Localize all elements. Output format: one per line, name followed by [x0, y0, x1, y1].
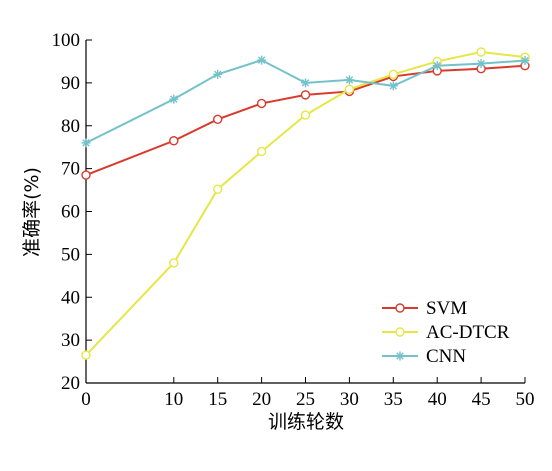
x-tick-label: 45	[472, 389, 491, 410]
x-tick-label: 20	[252, 389, 271, 410]
y-tick-label: 20	[61, 373, 80, 394]
legend-item-ac-dtcr: AC-DTCR	[382, 322, 510, 343]
legend-marker-ac-dtcr	[395, 327, 405, 337]
data-point-cnn	[213, 69, 223, 79]
data-point-ac-dtcr	[476, 47, 486, 57]
data-point-cnn-stroke	[213, 70, 222, 79]
data-point-ac-dtcr	[344, 84, 355, 95]
data-point-cnn	[388, 81, 398, 91]
y-tick-label: 50	[61, 244, 80, 265]
legend: SVM AC-DTCR CNN	[382, 298, 510, 367]
data-point-cnn	[520, 56, 530, 66]
series-cnn	[81, 55, 530, 148]
y-tick-label: 70	[61, 159, 80, 180]
y-tick-label: 40	[61, 287, 80, 308]
data-point-cnn-stroke	[477, 59, 485, 68]
data-point-cnn	[81, 138, 91, 148]
y-tick-label: 90	[61, 73, 80, 94]
data-point-cnn-stroke	[170, 95, 178, 103]
series-svm	[81, 61, 530, 180]
x-tick-label: 25	[296, 389, 315, 410]
series-ac-dtcr	[81, 47, 530, 360]
data-point-cnn-stroke	[301, 79, 310, 87]
y-tick-label: 30	[61, 330, 80, 351]
y-tick-label: 60	[61, 202, 80, 223]
x-tick-label: 35	[384, 389, 403, 410]
data-point-cnn-stroke	[345, 76, 354, 84]
legend-item-cnn: CNN	[382, 346, 466, 367]
y-axis-label: 准确率(%)	[21, 167, 43, 257]
data-point-cnn	[476, 59, 486, 69]
series-line-ac-dtcr	[85, 50, 526, 356]
data-point-cnn	[432, 61, 442, 71]
x-axis-ticks: 0 10 15 20 25 30 35 40 45 50	[81, 377, 535, 410]
data-point-cnn-stroke	[82, 139, 90, 147]
data-point-ac-dtcr	[388, 69, 398, 80]
data-point-cnn-stroke	[521, 56, 529, 65]
data-point-ac-dtcr	[212, 184, 223, 194]
data-point-svm	[212, 114, 223, 125]
x-tick-label: 40	[428, 389, 447, 410]
series-layer	[81, 47, 530, 360]
x-tick-label: 30	[340, 389, 359, 410]
data-point-svm	[256, 98, 267, 109]
x-axis-label: 训练轮数	[268, 411, 344, 433]
x-tick-label: 0	[81, 389, 91, 410]
x-tick-label: 15	[208, 389, 227, 410]
data-point-ac-dtcr	[256, 146, 267, 157]
data-point-cnn	[257, 55, 267, 65]
data-point-svm	[300, 90, 311, 100]
data-point-cnn-stroke	[257, 56, 266, 64]
data-point-cnn	[169, 94, 179, 104]
y-tick-label: 80	[61, 116, 80, 137]
data-point-cnn	[301, 78, 310, 88]
series-line-cnn	[85, 59, 526, 144]
x-tick-label: 50	[516, 389, 535, 410]
y-axis-ticks: 20 30 40 50 60 70 80 90 100	[52, 30, 92, 394]
data-point-ac-dtcr	[81, 350, 91, 360]
data-point-ac-dtcr	[169, 258, 179, 268]
legend-label-ac-dtcr: AC-DTCR	[426, 322, 510, 343]
x-tick-label: 10	[164, 389, 183, 410]
legend-marker-cnn	[395, 351, 405, 361]
data-point-cnn	[344, 75, 354, 85]
data-point-svm	[169, 136, 179, 146]
data-point-ac-dtcr	[300, 110, 311, 120]
legend-label-svm: SVM	[426, 298, 467, 319]
data-point-svm	[81, 170, 91, 180]
data-point-cnn-stroke	[433, 61, 441, 70]
legend-label-cnn: CNN	[426, 346, 466, 367]
data-point-cnn-stroke	[389, 82, 398, 90]
legend-item-svm: SVM	[382, 298, 467, 319]
series-line-svm	[85, 64, 526, 176]
legend-marker-cnn-stroke	[396, 352, 404, 360]
y-tick-label: 100	[52, 30, 81, 51]
legend-marker-svm	[395, 303, 405, 313]
